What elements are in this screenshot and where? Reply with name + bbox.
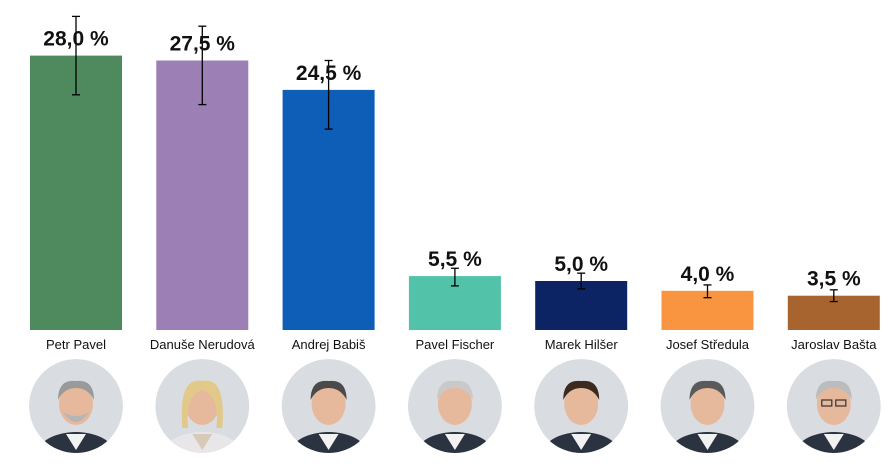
portrait-jaroslav-basta-icon — [786, 359, 881, 453]
portrait-marek-hilser-icon — [534, 359, 629, 453]
category-label-andrej-babis: Andrej Babiš — [292, 337, 366, 352]
value-label-petr-pavel: 28,0 % — [43, 28, 109, 51]
portrait-pavel-fischer-icon — [407, 359, 502, 453]
candidate-photos-layer — [29, 359, 881, 453]
error-bar-pavel-fischer — [450, 267, 459, 287]
error-bars-layer — [72, 15, 838, 303]
error-bar-jaroslav-basta — [829, 289, 838, 303]
portrait-andrej-babis-icon — [281, 359, 376, 453]
category-label-petr-pavel: Petr Pavel — [46, 337, 106, 352]
value-label-jaroslav-basta: 3,5 % — [807, 268, 861, 291]
error-bar-danuse-nerudova — [198, 25, 207, 106]
bar-petr-pavel — [30, 55, 122, 330]
bar-andrej-babis — [282, 89, 375, 331]
portrait-josef-stredula-icon — [660, 359, 755, 453]
error-bar-andrej-babis — [324, 59, 333, 130]
category-label-marek-hilser: Marek Hilšer — [545, 337, 619, 352]
value-labels-layer: 28,0 % 27,5 % 24,5 % 5,5 % 5,0 % 4,0 % 3,5 % — [43, 28, 861, 291]
portrait-petr-pavel-icon — [29, 359, 123, 453]
error-bar-josef-stredula — [703, 284, 712, 299]
bar-danuse-nerudova — [156, 60, 249, 330]
error-bar-marek-hilser — [577, 272, 586, 290]
category-label-pavel-fischer: Pavel Fischer — [416, 337, 495, 352]
value-label-danuse-nerudova: 27,5 % — [170, 33, 236, 56]
category-label-jaroslav-basta: Jaroslav Bašta — [791, 337, 877, 352]
value-label-andrej-babis: 24,5 % — [296, 62, 362, 85]
value-label-pavel-fischer: 5,5 % — [428, 248, 482, 271]
value-label-marek-hilser: 5,0 % — [554, 253, 608, 276]
portrait-danuse-nerudova-icon — [155, 359, 250, 453]
category-label-danuse-nerudova: Danuše Nerudová — [150, 337, 256, 352]
bars-layer — [30, 55, 880, 331]
category-labels-layer: Petr Pavel Danuše Nerudová Andrej Babiš Pav… — [46, 337, 877, 352]
category-label-josef-stredula: Josef Středula — [666, 337, 750, 352]
value-label-josef-stredula: 4,0 % — [681, 263, 735, 286]
error-bar-petr-pavel — [72, 15, 80, 96]
